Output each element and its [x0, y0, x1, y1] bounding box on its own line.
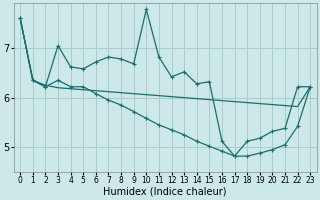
- X-axis label: Humidex (Indice chaleur): Humidex (Indice chaleur): [103, 187, 227, 197]
